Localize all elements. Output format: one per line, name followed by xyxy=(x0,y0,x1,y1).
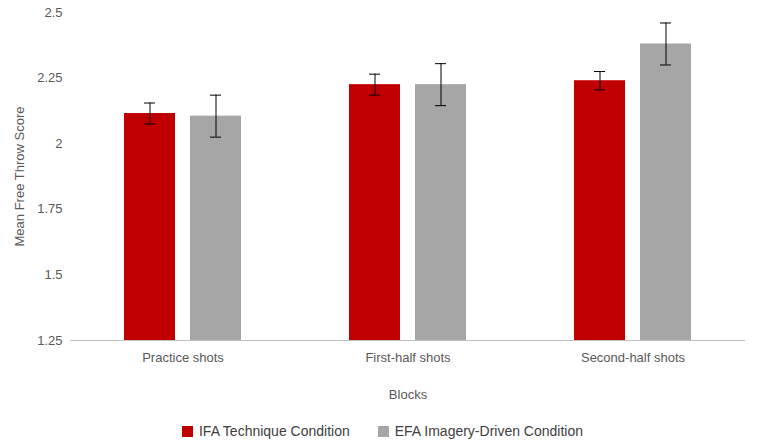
svg-text:Second-half shots: Second-half shots xyxy=(581,350,686,365)
svg-text:2.5: 2.5 xyxy=(44,5,62,20)
svg-text:1.5: 1.5 xyxy=(44,267,62,282)
svg-text:2.25: 2.25 xyxy=(37,70,62,85)
svg-text:Practice shots: Practice shots xyxy=(142,350,224,365)
svg-text:1.75: 1.75 xyxy=(37,201,62,216)
html-text:EFA Imagery-Driven Condition: EFA Imagery-Driven Condition xyxy=(394,423,583,439)
svg-text:Blocks: Blocks xyxy=(389,387,428,402)
svg-text:First-half shots: First-half shots xyxy=(365,350,451,365)
html-text:IFA Technique Condition: IFA Technique Condition xyxy=(199,423,350,439)
svg-text:2: 2 xyxy=(55,136,62,151)
svg-text:Mean Free Throw Score: Mean Free Throw Score xyxy=(12,107,27,247)
svg-text:1.25: 1.25 xyxy=(37,333,62,348)
